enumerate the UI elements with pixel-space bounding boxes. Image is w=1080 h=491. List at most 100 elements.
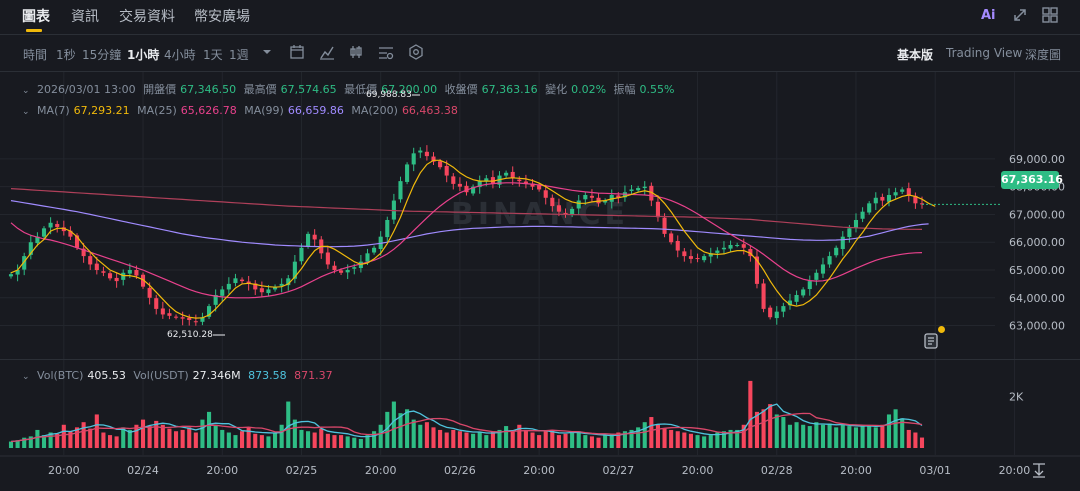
- candle-body: [438, 161, 443, 168]
- candle-body: [655, 201, 660, 218]
- price-tick-label: 65,000.00: [1009, 264, 1065, 277]
- collapse-chevron-icon[interactable]: ⌄: [22, 107, 30, 117]
- tab-binance-square[interactable]: 幣安廣場: [194, 9, 250, 25]
- volume-bar: [919, 437, 925, 448]
- time-tick-label: 20:00: [523, 464, 555, 477]
- candle-body: [510, 171, 515, 179]
- tab-info[interactable]: 資訊: [71, 9, 99, 25]
- candle-body: [754, 256, 760, 284]
- timeframe-15m[interactable]: 15分鐘: [82, 48, 122, 62]
- volume-bar: [358, 438, 363, 448]
- candle-body: [543, 190, 548, 198]
- candle-body: [292, 261, 297, 279]
- volume-bar: [616, 432, 621, 448]
- candle-body: [702, 256, 707, 261]
- volume-legend: ⌄ Vol(BTC) 405.53 Vol(USDT) 27.346M 873.58…: [22, 369, 337, 382]
- timeframe-1h[interactable]: 1小時: [127, 48, 160, 62]
- candle-body: [48, 222, 53, 228]
- scroll-to-latest-icon[interactable]: [1030, 462, 1048, 478]
- close-value: 67,363.16: [481, 83, 538, 96]
- grid-layout-icon[interactable]: [1041, 6, 1059, 24]
- current-price-tag: 67,363.16: [1001, 171, 1063, 189]
- candle-body: [761, 283, 766, 309]
- ai-icon[interactable]: Ai: [981, 8, 996, 23]
- timeframe-1s[interactable]: 1秒: [56, 48, 76, 62]
- tab-chart[interactable]: 圖表: [22, 9, 50, 25]
- volume-bar: [517, 424, 522, 448]
- volume-bar: [893, 409, 898, 448]
- candle-body: [721, 247, 727, 250]
- volume-ma10-line: [10, 412, 923, 443]
- timeframe-1w[interactable]: 1週: [229, 48, 249, 62]
- candle-body: [504, 172, 509, 176]
- settings-icon[interactable]: [407, 43, 425, 61]
- view-trading-view[interactable]: Trading View: [946, 46, 1023, 60]
- candle-body: [728, 245, 733, 249]
- timeframe-1d[interactable]: 1天: [203, 48, 223, 62]
- timeframe-time[interactable]: 時間: [23, 48, 48, 62]
- indicator-icon[interactable]: [318, 43, 336, 61]
- ohlc-date: 2026/03/01 13:00: [37, 83, 136, 96]
- volume-bar: [81, 422, 86, 448]
- candle-body: [286, 278, 291, 286]
- volume-bar: [464, 432, 469, 448]
- time-tick-label: 03/01: [919, 464, 951, 477]
- volume-bar: [213, 424, 218, 448]
- view-basic[interactable]: 基本版: [897, 48, 934, 62]
- vol-ma1-value: 873.58: [248, 369, 287, 382]
- expand-icon[interactable]: [1011, 6, 1029, 24]
- compare-icon[interactable]: [347, 43, 365, 61]
- candle-body: [880, 196, 885, 201]
- volume-bar: [576, 431, 581, 448]
- close-label: 收盤價: [444, 83, 478, 96]
- volume-bar: [490, 431, 495, 448]
- volume-bar: [154, 420, 159, 448]
- candle-body: [741, 244, 746, 248]
- high-label: 最高價: [243, 83, 277, 96]
- volume-bar: [880, 424, 885, 448]
- volume-ma5-line: [10, 403, 923, 443]
- volume-bar: [240, 431, 245, 448]
- candle-body: [8, 274, 14, 277]
- time-tick-label: 02/28: [761, 464, 793, 477]
- low-annotation: 62,510.28: [167, 330, 213, 340]
- volume-bar: [74, 427, 80, 448]
- volume-bar: [167, 428, 172, 448]
- calendar-icon[interactable]: [288, 43, 306, 61]
- volume-bar: [530, 432, 535, 448]
- volume-bar: [325, 433, 330, 448]
- time-tick-label: 20:00: [840, 464, 872, 477]
- candle-body: [167, 313, 172, 316]
- order-book-icon[interactable]: [922, 332, 940, 350]
- candle-body: [365, 253, 370, 262]
- collapse-chevron-icon[interactable]: ⌄: [22, 86, 30, 96]
- annotation-lines: [213, 94, 1000, 336]
- candle-body: [457, 183, 462, 187]
- view-depth[interactable]: 深度圖: [1025, 48, 1062, 62]
- time-tick-label: 20:00: [48, 464, 80, 477]
- tab-trading-data[interactable]: 交易資料: [119, 9, 175, 25]
- ohlc-legend: ⌄ 2026/03/01 13:00 開盤價 67,346.50 最高價 67,57…: [22, 81, 679, 97]
- candle-body: [240, 279, 245, 282]
- vol-ma2-value: 871.37: [294, 369, 333, 382]
- volume-bar: [68, 431, 73, 448]
- volume-bar: [768, 404, 773, 448]
- candle-body: [913, 195, 918, 204]
- layout-settings-icon[interactable]: [377, 43, 395, 61]
- volume-bar: [873, 427, 878, 448]
- collapse-chevron-icon[interactable]: ⌄: [22, 372, 30, 382]
- candle-body: [74, 235, 80, 248]
- timeframe-4h[interactable]: 4小時: [164, 48, 196, 62]
- candle-body: [886, 195, 892, 202]
- candle-body: [853, 220, 859, 228]
- caret-down-icon[interactable]: [258, 43, 276, 61]
- volume-bar: [867, 426, 872, 448]
- volume-bar: [741, 424, 746, 448]
- candle-body: [748, 249, 753, 257]
- candle-body: [550, 197, 555, 207]
- volume-bar: [695, 435, 700, 448]
- candle-body: [107, 273, 113, 279]
- volume-bar: [193, 432, 198, 448]
- volume-bar: [748, 380, 753, 448]
